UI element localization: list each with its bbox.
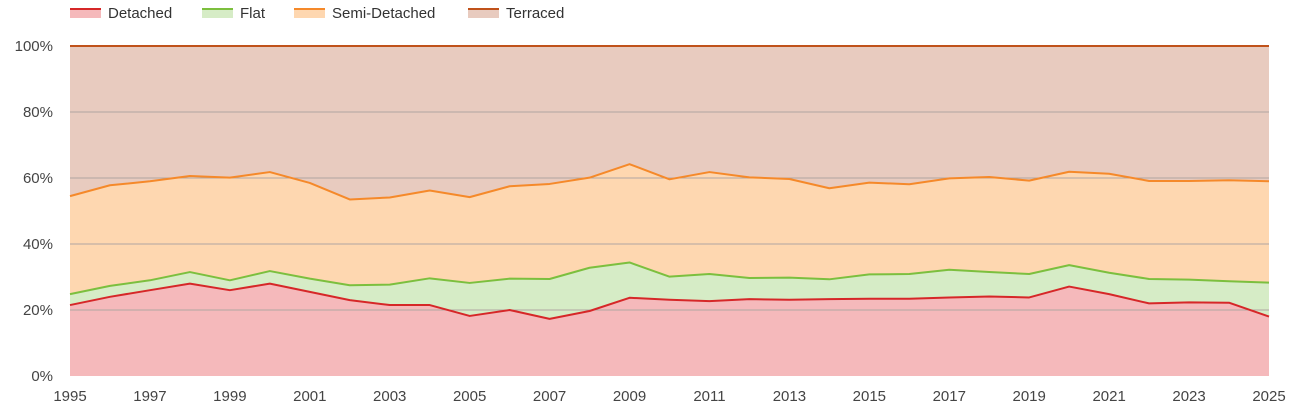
y-tick-label: 60% — [23, 170, 53, 187]
x-axis: 1995 1997 1999 2001 2003 2005 2007 2009 2011 2013… — [53, 388, 1285, 405]
line-flat — [69, 261, 1270, 296]
x-tick-label: 2001 — [293, 388, 326, 405]
y-tick-label: 80% — [23, 104, 53, 121]
x-tick-label: 2005 — [453, 388, 486, 405]
legend-label: Semi-Detached — [332, 5, 435, 22]
gridlines — [70, 111, 1269, 311]
line-detached — [69, 282, 1270, 320]
line-semi-detached — [69, 163, 1270, 201]
area-terraced — [70, 46, 1269, 200]
x-tick-label: 2007 — [533, 388, 566, 405]
x-tick-label: 2009 — [613, 388, 646, 405]
legend: Detached Flat Semi-Detached Terraced — [70, 5, 564, 22]
x-tick-label: 1999 — [213, 388, 246, 405]
legend-item-detached[interactable]: Detached — [70, 5, 172, 22]
area-flat — [70, 262, 1269, 319]
y-tick-label: 40% — [23, 236, 53, 253]
legend-item-semi-detached[interactable]: Semi-Detached — [294, 5, 435, 22]
x-tick-label: 2013 — [773, 388, 806, 405]
x-tick-label: 2023 — [1172, 388, 1205, 405]
legend-label: Flat — [240, 5, 266, 22]
x-tick-label: 2019 — [1013, 388, 1046, 405]
y-axis: 0% 20% 40% 60% 80% 100% — [15, 38, 53, 385]
x-tick-label: 1997 — [133, 388, 166, 405]
x-tick-label: 1995 — [53, 388, 86, 405]
area-detached — [70, 283, 1269, 376]
legend-label: Terraced — [506, 5, 564, 22]
y-tick-label: 0% — [31, 368, 53, 385]
area-semi-detached — [70, 164, 1269, 295]
y-tick-label: 20% — [23, 302, 53, 319]
legend-swatch — [468, 8, 499, 18]
y-tick-label: 100% — [15, 38, 53, 55]
x-tick-label: 2015 — [853, 388, 886, 405]
x-tick-label: 2017 — [933, 388, 966, 405]
x-tick-label: 2025 — [1252, 388, 1285, 405]
legend-swatch — [294, 8, 325, 18]
legend-swatch — [70, 8, 101, 18]
x-tick-label: 2021 — [1092, 388, 1125, 405]
x-tick-label: 2011 — [693, 388, 725, 405]
legend-swatch — [202, 8, 233, 18]
areas — [70, 46, 1269, 376]
series-lines — [69, 45, 1270, 320]
x-tick-label: 2003 — [373, 388, 406, 405]
legend-label: Detached — [108, 5, 172, 22]
legend-item-flat[interactable]: Flat — [202, 5, 266, 22]
legend-item-terraced[interactable]: Terraced — [468, 5, 564, 22]
